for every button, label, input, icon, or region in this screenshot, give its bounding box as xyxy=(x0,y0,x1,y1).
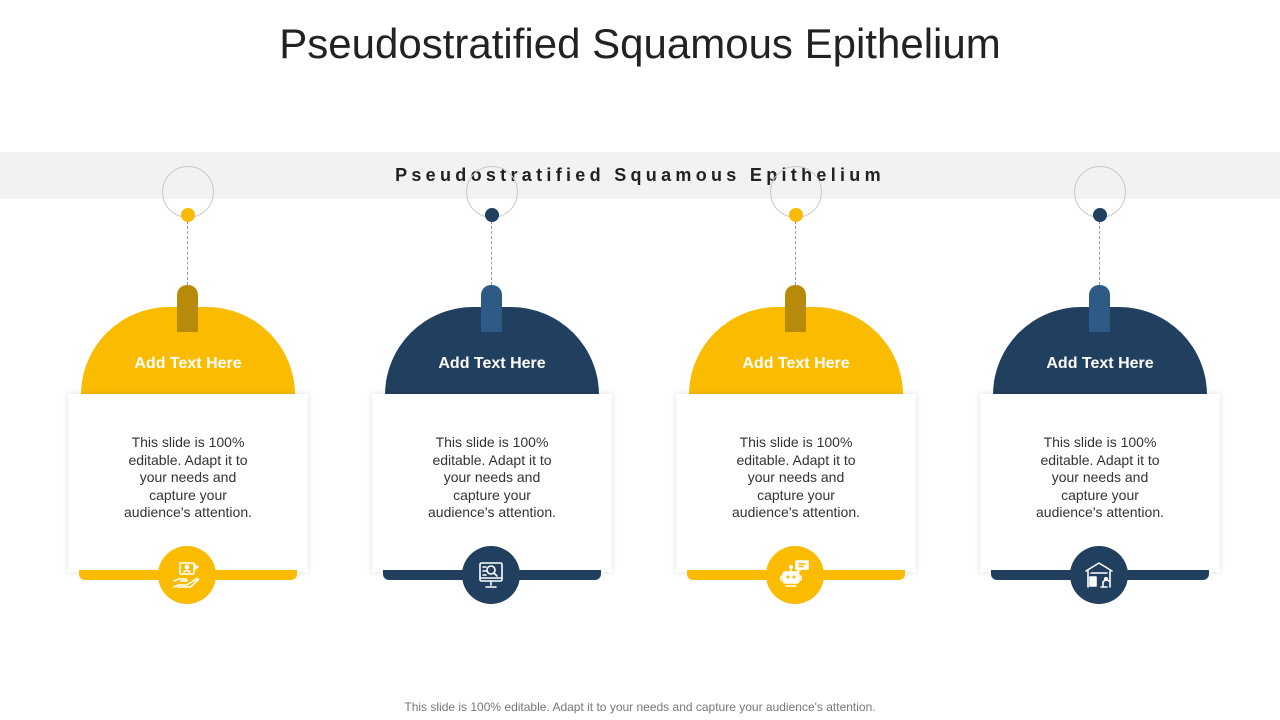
card-body-text: This slide is 100% editable. Adapt it to… xyxy=(732,434,860,520)
dome-tab xyxy=(177,285,198,332)
card-body-text: This slide is 100% editable. Adapt it to… xyxy=(1036,434,1164,520)
card-body-box xyxy=(980,394,1220,572)
icon-badge xyxy=(1070,546,1128,604)
icon-badge xyxy=(158,546,216,604)
card-heading: Add Text Here xyxy=(438,355,546,372)
hanging-string xyxy=(187,221,188,285)
card-2: Add Text Here This slide is 100% editabl… xyxy=(372,0,612,720)
dome-tab xyxy=(481,285,502,332)
hanging-string xyxy=(491,221,492,285)
card-4: Add Text Here This slide is 100% editabl… xyxy=(980,0,1220,720)
card-body-text: This slide is 100% editable. Adapt it to… xyxy=(124,434,252,520)
monitor-search-icon xyxy=(479,562,503,588)
slide-title: Pseudostratified Squamous Epithelium xyxy=(279,20,1001,67)
band-label: Pseudostratified Squamous Epithelium xyxy=(395,165,885,185)
hand-presentation-icon xyxy=(173,562,200,588)
card-body-box xyxy=(676,394,916,572)
dome-tab xyxy=(785,285,806,332)
footer-note: This slide is 100% editable. Adapt it to… xyxy=(404,700,876,714)
dome-tab xyxy=(1089,285,1110,332)
pin-dot xyxy=(181,208,195,222)
pin-dot xyxy=(789,208,803,222)
card-body-text: This slide is 100% editable. Adapt it to… xyxy=(428,434,556,520)
factory-robot-icon xyxy=(1085,562,1113,588)
card-body-box xyxy=(68,394,308,572)
icon-badge xyxy=(766,546,824,604)
robot-chat-icon xyxy=(780,560,809,587)
card-heading: Add Text Here xyxy=(742,355,850,372)
card-heading: Add Text Here xyxy=(134,355,242,372)
pin-dot xyxy=(485,208,499,222)
card-heading: Add Text Here xyxy=(1046,355,1154,372)
card-3: Add Text Here This slide is 100% editabl… xyxy=(676,0,916,720)
hanging-string xyxy=(1099,221,1100,285)
icon-badge xyxy=(462,546,520,604)
pin-dot xyxy=(1093,208,1107,222)
hanging-string xyxy=(795,221,796,285)
card-body-box xyxy=(372,394,612,572)
card-1: Add Text Here This slide is 100% editabl… xyxy=(68,0,308,720)
